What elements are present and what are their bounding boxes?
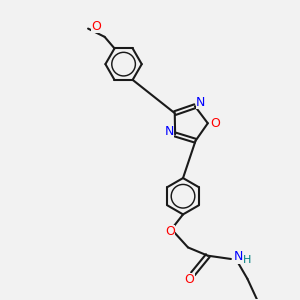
Text: O: O — [210, 117, 220, 130]
Text: O: O — [91, 20, 100, 33]
Text: N: N — [196, 96, 206, 110]
Text: O: O — [165, 225, 175, 239]
Text: N: N — [234, 250, 244, 263]
Text: H: H — [243, 255, 251, 265]
Text: O: O — [185, 273, 195, 286]
Text: N: N — [164, 125, 174, 138]
